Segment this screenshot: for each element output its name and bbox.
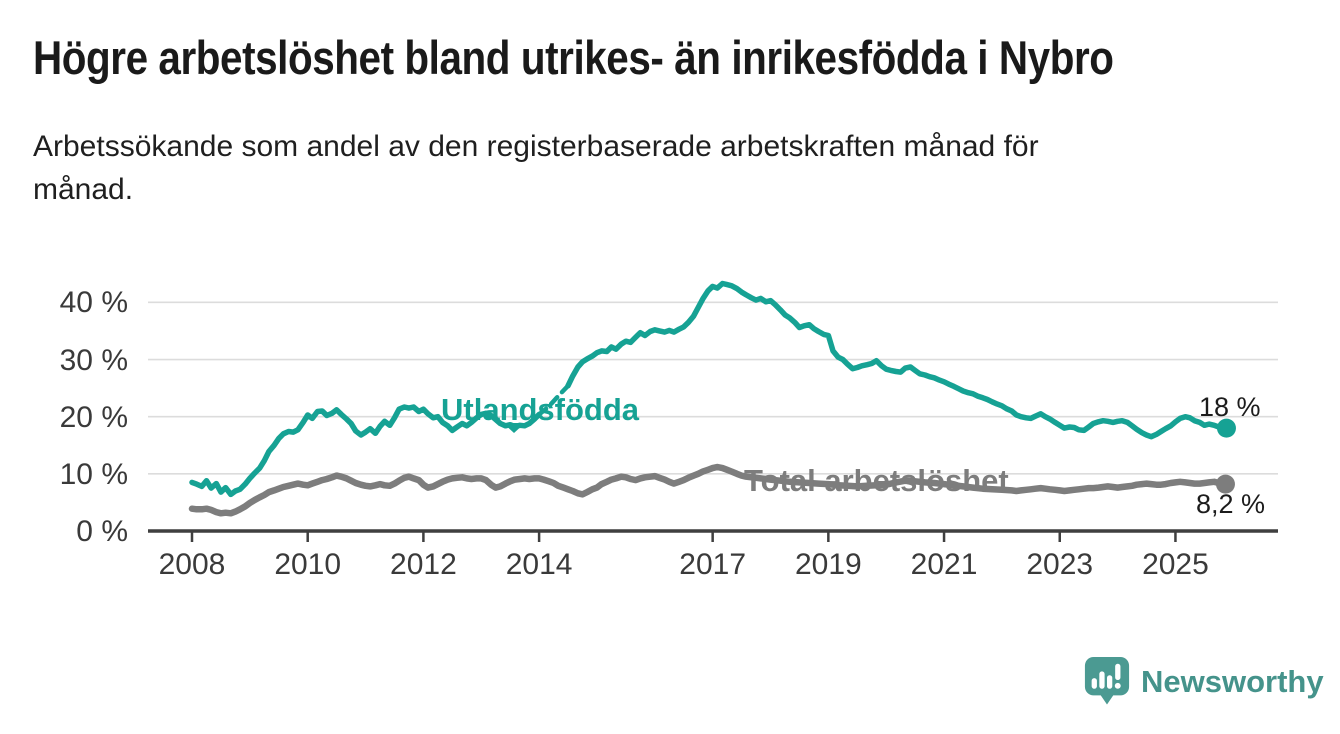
end-value-label-total: 8,2 %: [1196, 489, 1266, 519]
y-axis-tick-label: 30 %: [59, 343, 128, 377]
x-axis-tick-label: 2023: [1026, 548, 1094, 581]
end-value-label-utlandsfodda: 18 %: [1199, 392, 1261, 422]
series-label-total-arbetsloshet: Total arbetslöshet: [744, 463, 1009, 498]
series-pointer-caret-icon: [503, 423, 525, 433]
series-line: [188, 463, 1227, 517]
x-axis-tick-label: 2014: [505, 548, 573, 581]
end-dot-total: [1215, 474, 1235, 494]
series-line: [189, 404, 542, 498]
x-axis-tick-label: 2025: [1142, 548, 1209, 581]
series-line: [536, 383, 571, 417]
x-axis-tick-label: 2021: [910, 548, 978, 581]
series-line: [565, 280, 1227, 440]
x-axis-tick-label: 2008: [158, 548, 226, 581]
y-axis-tick-label: 10 %: [59, 457, 128, 491]
end-dot-utlandsfodda: [1216, 418, 1236, 438]
y-axis-tick-label: 20 %: [59, 400, 128, 434]
x-axis-tick-label: 2010: [274, 548, 342, 581]
y-axis-tick-label: 0 %: [76, 515, 128, 548]
y-axis-tick-label: 40 %: [59, 286, 128, 320]
page-title: Högre arbetslöshet bland utrikes- än inr…: [33, 31, 1114, 84]
x-axis-tick-label: 2019: [794, 548, 862, 581]
newsworthy-logo-text: Newsworthy: [1141, 663, 1324, 699]
newsworthy-logo-icon: [1084, 657, 1130, 705]
newsworthy-logo: Newsworthy: [1083, 656, 1324, 707]
x-axis-tick-label: 2012: [390, 548, 457, 581]
x-axis-tick-label: 2017: [679, 548, 747, 581]
page-subtitle: Arbetssökande som andel av den registerb…: [33, 130, 1039, 206]
series-label-utlandsfodda: Utlandsfödda: [441, 392, 640, 427]
